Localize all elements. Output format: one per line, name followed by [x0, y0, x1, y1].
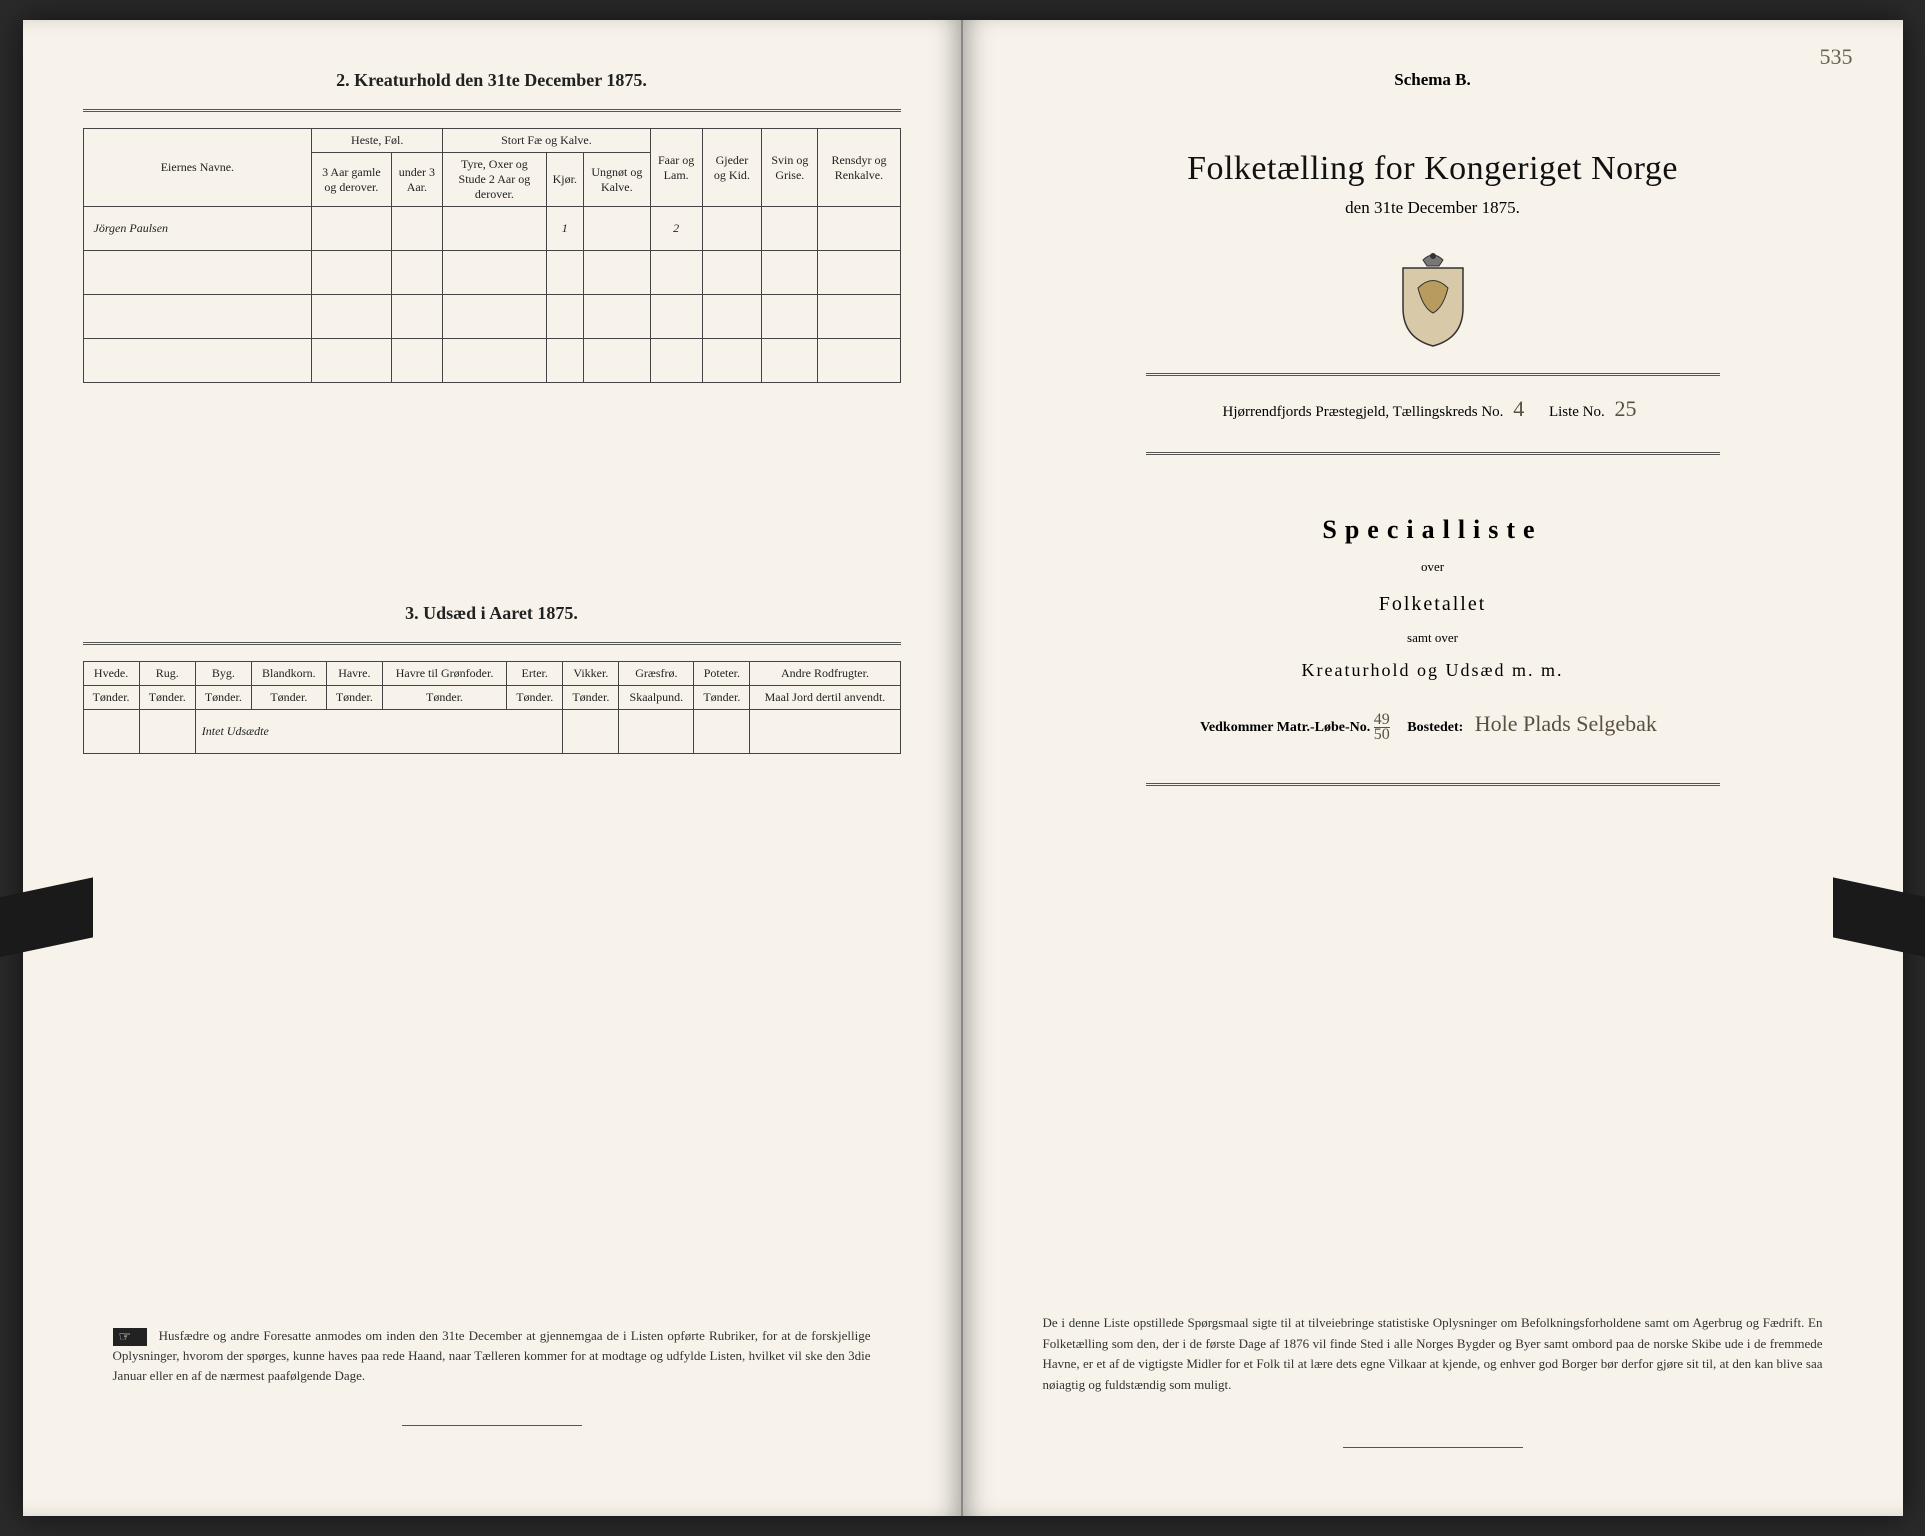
liste-label: Liste No. [1549, 404, 1605, 420]
page-number: 535 [1820, 44, 1853, 70]
header-row: Hvede. Rug. Byg. Blandkorn. Havre. Havre… [83, 662, 900, 686]
cell-kjor: 1 [546, 207, 583, 251]
rule [83, 109, 901, 112]
cell [391, 207, 443, 251]
rule [1146, 452, 1720, 455]
coat-of-arms-icon [1023, 248, 1843, 353]
col-gjed: Gjeder og Kid. [702, 129, 762, 207]
kreds-number: 4 [1507, 396, 1530, 421]
vedkommer-label: Vedkommer Matr.-Løbe-No. [1200, 720, 1370, 735]
table-row [83, 251, 900, 295]
cell-name: Jörgen Paulsen [83, 207, 312, 251]
col-heste-group: Heste, Føl. [312, 129, 443, 153]
samt-label: samt over [1023, 630, 1843, 646]
rule [402, 1425, 582, 1426]
col-heste-b: under 3 Aar. [391, 153, 443, 207]
table-row [83, 339, 900, 383]
cell [818, 207, 900, 251]
right-footnote: De i denne Liste opstillede Spørgsmaal s… [1043, 1313, 1823, 1396]
cell [443, 207, 546, 251]
folketallet-label: Folketallet [1023, 593, 1843, 616]
table-row: Jörgen Paulsen 1 2 [83, 207, 900, 251]
rule [1343, 1447, 1523, 1448]
census-subtitle: den 31te December 1875. [1023, 198, 1843, 218]
specialliste-heading: Specialliste [1023, 515, 1843, 545]
cell-faar: 2 [650, 207, 702, 251]
table-row [83, 295, 900, 339]
vedkommer-line: Vedkommer Matr.-Løbe-No. 49 50 Bostedet:… [1023, 711, 1843, 743]
kreaturhold-table: Eiernes Navne. Heste, Føl. Stort Fæ og K… [83, 128, 901, 383]
col-heste-a: 3 Aar gamle og derover. [312, 153, 391, 207]
col-stort-c: Ungnøt og Kalve. [583, 153, 650, 207]
bostedet-value: Hole Plads Selgebak [1467, 711, 1665, 736]
cell [312, 207, 391, 251]
col-svin: Svin og Grise. [762, 129, 818, 207]
table-row: Intet Udsædte [83, 710, 900, 754]
cell [762, 207, 818, 251]
schema-label: Schema B. [1023, 70, 1843, 90]
census-title: Folketælling for Kongeriget Norge [1023, 150, 1843, 188]
cell [583, 207, 650, 251]
parish-line: Hjørrendfjords Præstegjeld, Tællingskred… [1023, 396, 1843, 422]
unit-row: Tønder. Tønder. Tønder. Tønder. Tønder. … [83, 686, 900, 710]
left-page: 2. Kreaturhold den 31te December 1875. E… [23, 20, 963, 1516]
parish-label: Hjørrendfjords Præstegjeld, Tællingskred… [1222, 404, 1503, 420]
bostedet-label: Bostedet: [1407, 720, 1463, 735]
pointer-icon [113, 1328, 147, 1346]
udsaed-table: Hvede. Rug. Byg. Blandkorn. Havre. Havre… [83, 661, 901, 754]
kreatur-label: Kreaturhold og Udsæd m. m. [1023, 660, 1843, 681]
col-stort-b: Kjør. [546, 153, 583, 207]
left-footnote-block: Husfædre og andre Foresatte anmodes om i… [83, 1296, 901, 1426]
footnote-text: Husfædre og andre Foresatte anmodes om i… [113, 1328, 871, 1383]
udsaed-entry: Intet Udsædte [195, 710, 563, 754]
right-page: 535 Schema B. Folketælling for Kongerige… [963, 20, 1903, 1516]
matr-number: 49 50 [1374, 713, 1390, 743]
left-footnote: Husfædre og andre Foresatte anmodes om i… [83, 1326, 901, 1385]
liste-number: 25 [1609, 396, 1643, 421]
rule [83, 642, 901, 645]
section3-heading: 3. Udsæd i Aaret 1875. [83, 603, 901, 624]
section2-heading: 2. Kreaturhold den 31te December 1875. [83, 70, 901, 91]
col-stort-group: Stort Fæ og Kalve. [443, 129, 651, 153]
rule [1146, 783, 1720, 786]
col-rens: Rensdyr og Renkalve. [818, 129, 900, 207]
col-faar: Faar og Lam. [650, 129, 702, 207]
over-label: over [1023, 559, 1843, 575]
book-spread: 2. Kreaturhold den 31te December 1875. E… [23, 20, 1903, 1516]
col-eier: Eiernes Navne. [83, 129, 312, 207]
col-stort-a: Tyre, Oxer og Stude 2 Aar og derover. [443, 153, 546, 207]
rule [1146, 373, 1720, 376]
cell [702, 207, 762, 251]
